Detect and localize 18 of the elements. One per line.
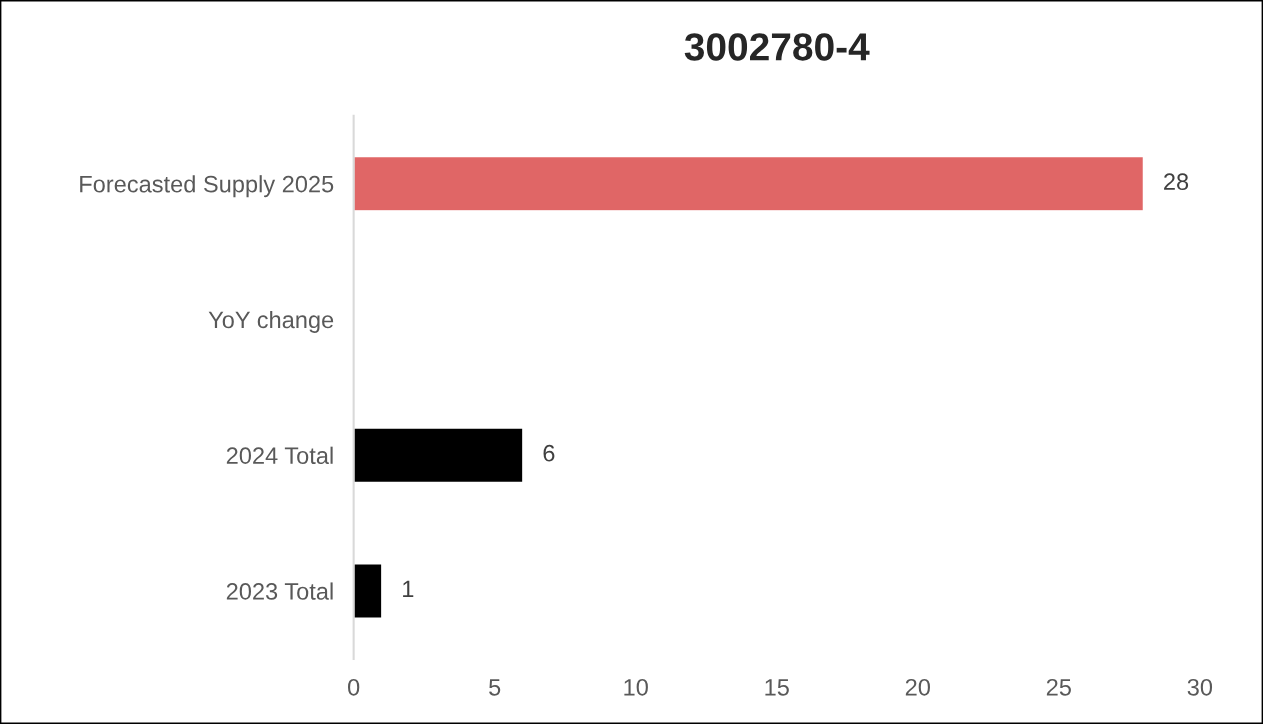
x-tick-label: 10 (624, 678, 648, 696)
y-tick-label: 2024 Total (226, 446, 333, 464)
x-tick-label: 25 (1046, 678, 1071, 696)
data-label: 1 (403, 580, 414, 598)
y-tick-label: 2023 Total (226, 582, 333, 600)
x-tick-label: 15 (765, 679, 789, 696)
data-label: 6 (543, 444, 555, 462)
x-tick-label: 20 (905, 678, 930, 696)
x-tick-label: 5 (489, 679, 501, 696)
data-label: 28 (1164, 173, 1189, 191)
chart-title: 3002780-4 (684, 33, 870, 61)
y-tick-label: YoY change (208, 310, 334, 333)
bar (353, 427, 524, 484)
bar (353, 563, 383, 619)
bar (353, 155, 1145, 212)
x-tick-label: 30 (1187, 678, 1213, 696)
x-tick-label: 0 (348, 678, 360, 696)
y-tick-label: Forecasted Supply 2025 (80, 175, 334, 198)
